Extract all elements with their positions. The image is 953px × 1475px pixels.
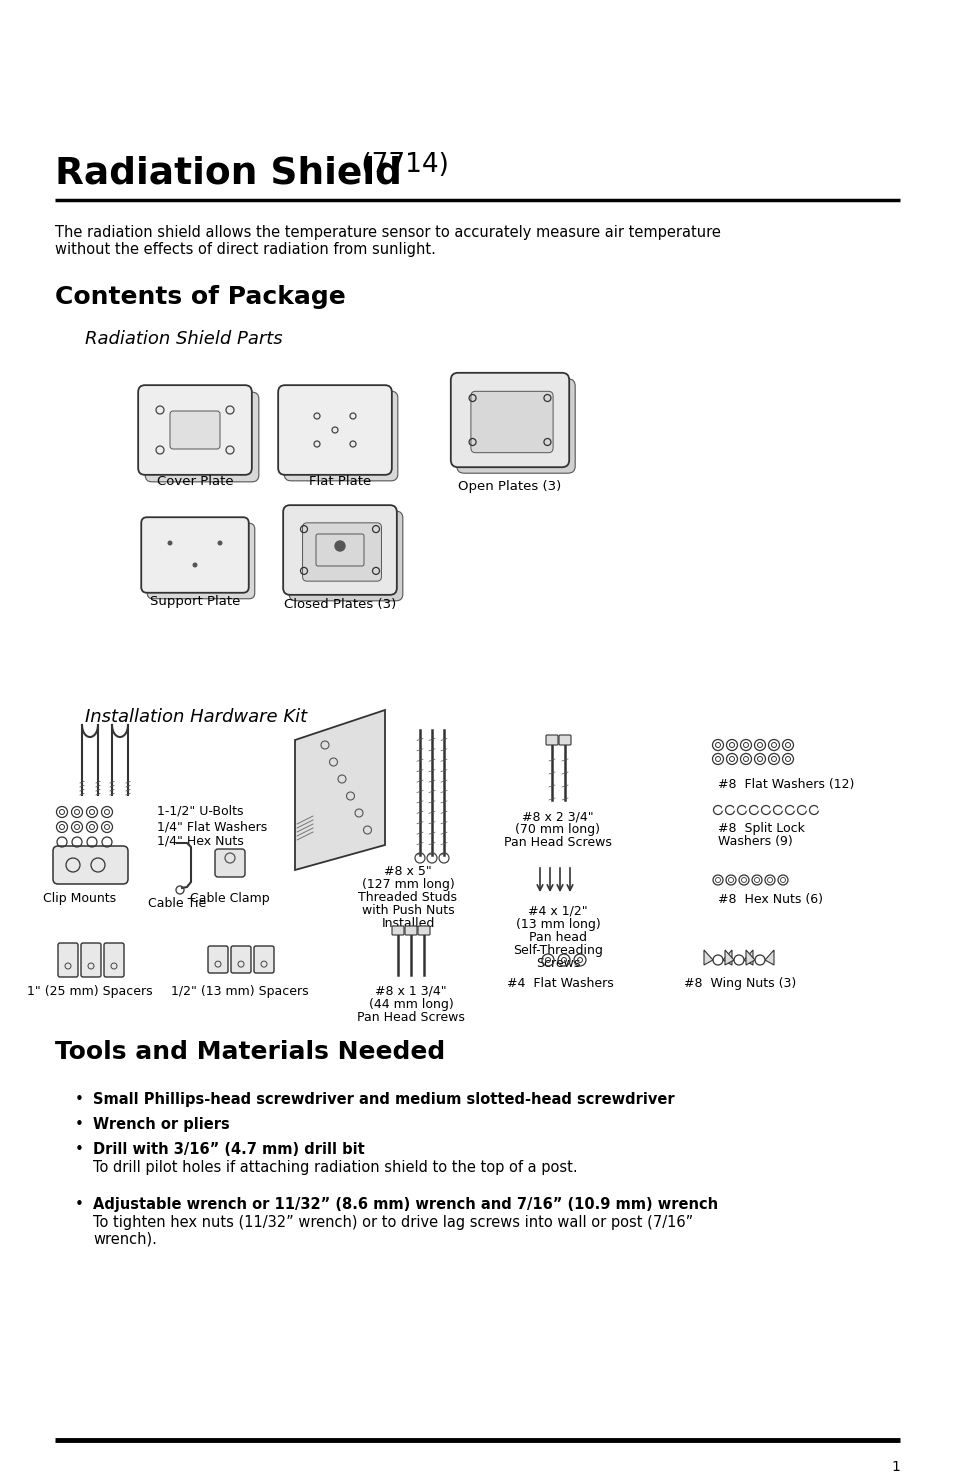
Text: Cover Plate: Cover Plate xyxy=(156,475,233,488)
Polygon shape xyxy=(703,950,712,965)
FancyBboxPatch shape xyxy=(81,943,101,976)
Text: 1-1/2" U-Bolts: 1-1/2" U-Bolts xyxy=(157,805,243,819)
Text: Drill with 3/16” (4.7 mm) drill bit: Drill with 3/16” (4.7 mm) drill bit xyxy=(92,1142,364,1156)
Text: Pan head: Pan head xyxy=(529,931,586,944)
Text: #8 x 5": #8 x 5" xyxy=(384,864,432,878)
Circle shape xyxy=(217,540,222,546)
FancyBboxPatch shape xyxy=(141,518,249,593)
Text: Flat Plate: Flat Plate xyxy=(309,475,371,488)
Text: Open Plates (3): Open Plates (3) xyxy=(457,479,561,493)
Text: Pan Head Screws: Pan Head Screws xyxy=(356,1010,464,1024)
Text: Cable Clamp: Cable Clamp xyxy=(190,892,270,906)
Text: #8  Split Lock: #8 Split Lock xyxy=(718,822,804,835)
Text: with Push Nuts: with Push Nuts xyxy=(361,904,454,917)
FancyBboxPatch shape xyxy=(214,850,245,878)
FancyBboxPatch shape xyxy=(302,522,381,581)
Text: Support Plate: Support Plate xyxy=(150,594,240,608)
Text: Radiation Shield Parts: Radiation Shield Parts xyxy=(85,330,282,348)
Text: Cable Tie: Cable Tie xyxy=(148,897,206,910)
FancyBboxPatch shape xyxy=(147,524,254,599)
Text: #8  Hex Nuts (6): #8 Hex Nuts (6) xyxy=(718,892,822,906)
Polygon shape xyxy=(764,950,773,965)
Polygon shape xyxy=(743,950,752,965)
FancyBboxPatch shape xyxy=(138,385,252,475)
Text: (7714): (7714) xyxy=(353,152,449,178)
FancyBboxPatch shape xyxy=(451,373,569,468)
Text: •: • xyxy=(75,1117,84,1131)
FancyBboxPatch shape xyxy=(253,945,274,974)
Text: •: • xyxy=(75,1142,84,1156)
Text: wrench).: wrench). xyxy=(92,1232,156,1246)
Text: 1/4" Flat Washers: 1/4" Flat Washers xyxy=(157,820,267,833)
Text: •: • xyxy=(75,1092,84,1108)
Text: #8 x 1 3/4": #8 x 1 3/4" xyxy=(375,985,446,999)
FancyBboxPatch shape xyxy=(145,392,258,482)
FancyBboxPatch shape xyxy=(392,926,403,935)
FancyBboxPatch shape xyxy=(231,945,251,974)
Polygon shape xyxy=(722,950,731,965)
Text: Screws: Screws xyxy=(536,957,579,971)
Text: The radiation shield allows the temperature sensor to accurately measure air tem: The radiation shield allows the temperat… xyxy=(55,226,720,258)
Text: Installation Hardware Kit: Installation Hardware Kit xyxy=(85,708,307,726)
FancyBboxPatch shape xyxy=(289,512,402,600)
FancyBboxPatch shape xyxy=(284,391,397,481)
FancyBboxPatch shape xyxy=(417,926,430,935)
Text: Contents of Package: Contents of Package xyxy=(55,285,345,308)
FancyBboxPatch shape xyxy=(545,735,558,745)
Text: Adjustable wrench or 11/32” (8.6 mm) wrench and 7/16” (10.9 mm) wrench: Adjustable wrench or 11/32” (8.6 mm) wre… xyxy=(92,1198,718,1212)
Text: (44 mm long): (44 mm long) xyxy=(368,999,453,1010)
FancyBboxPatch shape xyxy=(315,534,364,566)
Text: 1/2" (13 mm) Spacers: 1/2" (13 mm) Spacers xyxy=(171,985,309,999)
FancyBboxPatch shape xyxy=(405,926,416,935)
Text: Threaded Studs: Threaded Studs xyxy=(358,891,457,904)
Text: Washers (9): Washers (9) xyxy=(718,835,792,848)
FancyBboxPatch shape xyxy=(53,847,128,884)
Circle shape xyxy=(335,541,345,552)
Polygon shape xyxy=(724,950,733,965)
Polygon shape xyxy=(745,950,754,965)
Text: Tools and Materials Needed: Tools and Materials Needed xyxy=(55,1040,445,1063)
Text: To drill pilot holes if attaching radiation shield to the top of a post.: To drill pilot holes if attaching radiat… xyxy=(92,1159,577,1176)
Text: 1" (25 mm) Spacers: 1" (25 mm) Spacers xyxy=(27,985,152,999)
FancyBboxPatch shape xyxy=(170,412,220,448)
Text: Small Phillips-head screwdriver and medium slotted-head screwdriver: Small Phillips-head screwdriver and medi… xyxy=(92,1092,674,1108)
Text: (13 mm long): (13 mm long) xyxy=(515,917,599,931)
FancyBboxPatch shape xyxy=(558,735,571,745)
Text: Wrench or pliers: Wrench or pliers xyxy=(92,1117,230,1131)
Text: To tighten hex nuts (11/32” wrench) or to drive lag screws into wall or post (7/: To tighten hex nuts (11/32” wrench) or t… xyxy=(92,1215,693,1230)
FancyBboxPatch shape xyxy=(471,391,553,453)
Circle shape xyxy=(193,562,197,568)
Text: #8  Wing Nuts (3): #8 Wing Nuts (3) xyxy=(683,976,796,990)
FancyBboxPatch shape xyxy=(208,945,228,974)
Text: Closed Plates (3): Closed Plates (3) xyxy=(284,597,395,611)
Text: (127 mm long): (127 mm long) xyxy=(361,878,454,891)
Text: (70 mm long): (70 mm long) xyxy=(515,823,599,836)
FancyBboxPatch shape xyxy=(58,943,78,976)
Text: Pan Head Screws: Pan Head Screws xyxy=(503,836,611,850)
Text: #8 x 2 3/4": #8 x 2 3/4" xyxy=(521,810,593,823)
Text: Self-Threading: Self-Threading xyxy=(513,944,602,957)
Text: 1/4" Hex Nuts: 1/4" Hex Nuts xyxy=(157,835,244,848)
Text: •: • xyxy=(75,1198,84,1212)
Text: Clip Mounts: Clip Mounts xyxy=(44,892,116,906)
Text: Installed: Installed xyxy=(381,917,435,931)
FancyBboxPatch shape xyxy=(104,943,124,976)
Text: #4 x 1/2": #4 x 1/2" xyxy=(528,906,587,917)
Text: 1: 1 xyxy=(890,1460,899,1474)
FancyBboxPatch shape xyxy=(278,385,392,475)
Text: #8  Flat Washers (12): #8 Flat Washers (12) xyxy=(718,777,854,791)
FancyBboxPatch shape xyxy=(456,379,575,473)
Text: #4  Flat Washers: #4 Flat Washers xyxy=(506,976,613,990)
Text: Radiation Shield: Radiation Shield xyxy=(55,155,401,190)
Circle shape xyxy=(168,540,172,546)
FancyBboxPatch shape xyxy=(283,504,396,594)
Polygon shape xyxy=(294,709,385,870)
